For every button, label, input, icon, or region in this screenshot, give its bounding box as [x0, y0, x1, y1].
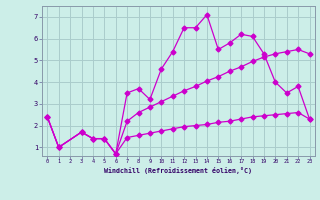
X-axis label: Windchill (Refroidissement éolien,°C): Windchill (Refroidissement éolien,°C) — [104, 167, 252, 174]
